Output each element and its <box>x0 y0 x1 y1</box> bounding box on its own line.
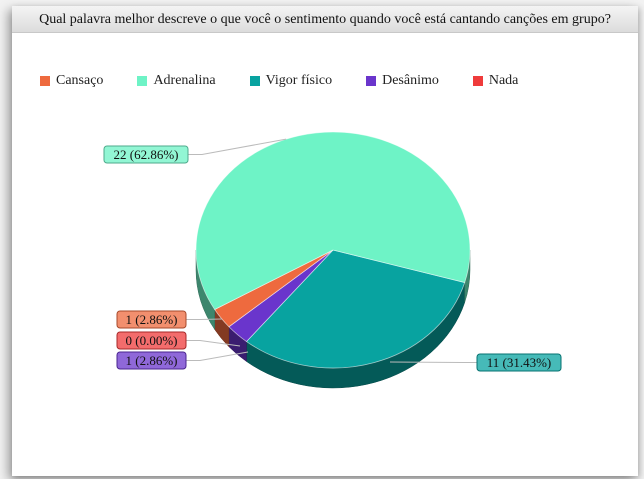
legend-label: Desânimo <box>382 73 439 88</box>
legend-swatch <box>366 76 377 86</box>
leader-line-3 <box>186 351 249 361</box>
legend: Cansaço Adrenalina Vigor físico Desânimo… <box>40 72 552 90</box>
legend-label: Vigor físico <box>265 73 333 88</box>
legend-swatch <box>137 76 148 86</box>
data-label-box-4 <box>116 331 187 350</box>
title-bar: Qual palavra melhor descreve o que você … <box>12 6 638 33</box>
pie-top <box>195 131 471 369</box>
chart-title: Qual palavra melhor descreve o que você … <box>39 12 611 27</box>
data-label-box-0 <box>116 310 187 329</box>
leader-line-0 <box>186 318 223 320</box>
data-label-0: 1 (2.86%) <box>126 312 178 327</box>
pie-slice-1 <box>195 131 471 311</box>
data-label-3: 1 (2.86%) <box>126 353 178 368</box>
data-label-1: 22 (62.86%) <box>114 147 179 162</box>
data-label-box-3 <box>116 351 187 370</box>
legend-swatch <box>40 76 50 86</box>
data-label-2: 11 (31.43%) <box>487 355 552 370</box>
legend-item-nada[interactable]: Nada <box>472 72 519 90</box>
data-label-box-1 <box>103 145 189 164</box>
legend-swatch <box>472 76 483 86</box>
legend-label: Nada <box>488 73 519 88</box>
leader-line-1 <box>188 138 287 155</box>
chart-frame: Qual palavra melhor descreve o que você … <box>12 6 638 476</box>
data-label-box-2 <box>476 353 562 372</box>
leader-line-2 <box>389 361 477 363</box>
legend-swatch <box>249 76 260 86</box>
data-label-4: 0 (0.00%) <box>126 333 178 348</box>
legend-item-vigor-fisico[interactable]: Vigor físico <box>249 72 333 90</box>
legend-item-cansaco[interactable]: Cansaço <box>40 72 103 90</box>
data-labels: 1 (2.86%) 22 (62.86%) 11 (31.43%) 1 (2.86%)… <box>103 138 562 372</box>
legend-label: Adrenalina <box>153 73 216 88</box>
leader-line-4 <box>186 340 241 347</box>
pie-slice-2 <box>245 249 466 369</box>
legend-item-adrenalina[interactable]: Adrenalina <box>137 72 216 90</box>
legend-label: Cansaço <box>56 73 104 88</box>
legend-item-desanimo[interactable]: Desânimo <box>366 72 439 90</box>
